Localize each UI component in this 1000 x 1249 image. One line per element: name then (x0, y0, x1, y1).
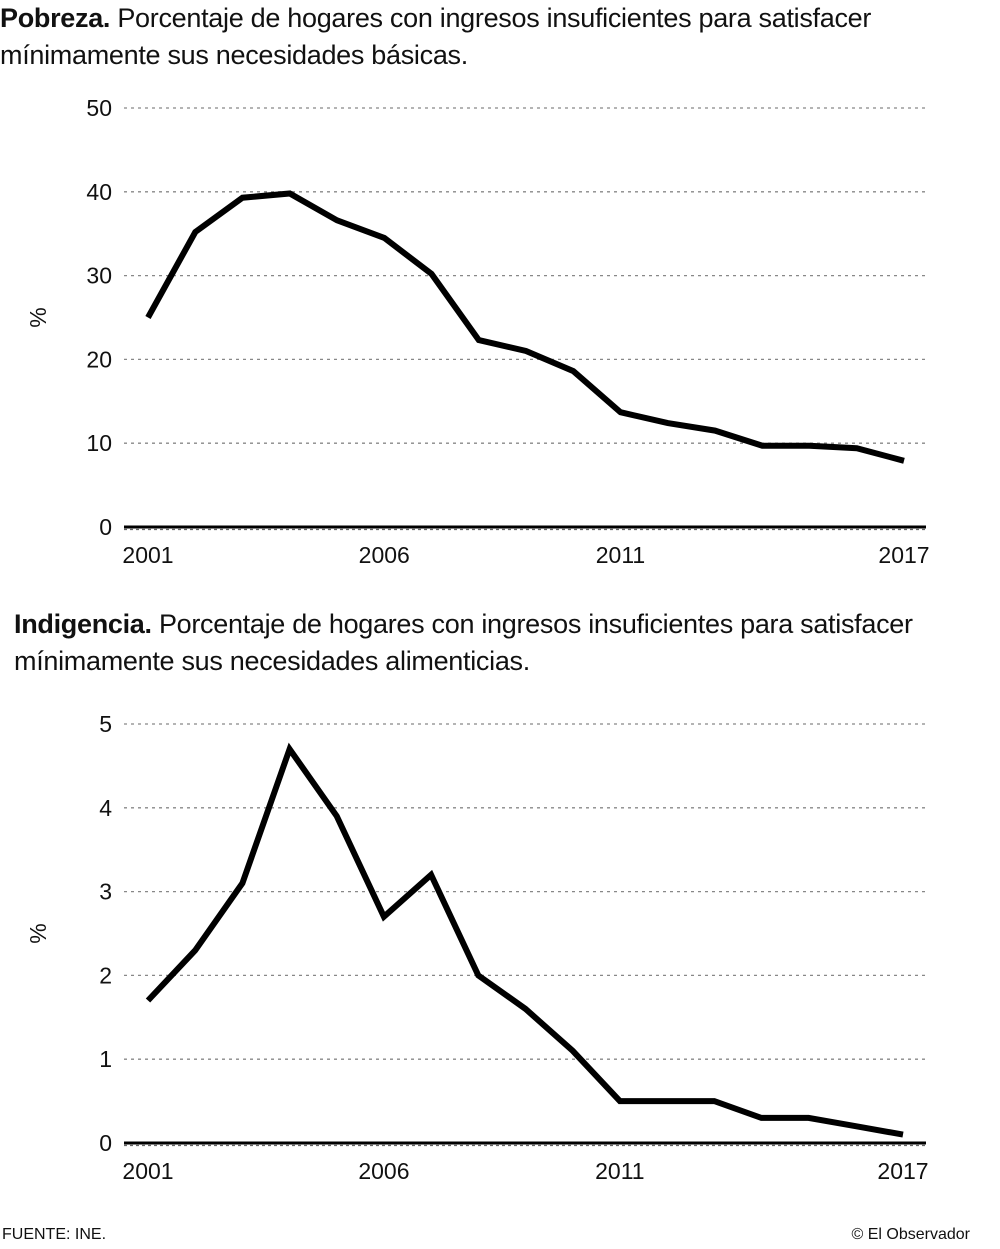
series-line (145, 742, 904, 1138)
x-tick-label: 2011 (595, 1158, 644, 1184)
x-tick-label: 2017 (877, 1158, 928, 1184)
y-tick-label: 40 (86, 179, 112, 205)
chart-svg: 0 10 20 30 40 50 2001 2006 2011 2017% (25, 95, 930, 568)
x-tick-label: 2017 (878, 542, 929, 568)
x-tick-label: 2001 (122, 1158, 173, 1184)
chart-heading: Indigencia. Porcentaje de hogares con in… (14, 606, 994, 680)
chart-title: Indigencia. (14, 609, 152, 639)
source-note: FUENTE: INE. (2, 1226, 107, 1243)
series-line (145, 190, 905, 464)
y-axis-label: % (25, 307, 51, 327)
y-tick-label: 0 (99, 514, 112, 540)
credit-note: © El Observador (851, 1226, 971, 1243)
chart-subtitle: Porcentaje de hogares con ingresos insuf… (14, 609, 913, 676)
chart-pobreza: Pobreza. Porcentaje de hogares con ingre… (0, 0, 1000, 600)
y-tick-label: 50 (86, 95, 112, 121)
x-tick-label: 2011 (596, 542, 645, 568)
y-tick-label: 2 (99, 962, 112, 988)
x-tick-label: 2001 (122, 542, 173, 568)
y-tick-label: 4 (99, 795, 112, 821)
x-tick-label: 2006 (359, 542, 410, 568)
y-tick-label: 30 (86, 263, 112, 289)
chart-title: Pobreza. (0, 3, 111, 33)
chart-indigencia: Indigencia. Porcentaje de hogares con in… (0, 606, 1000, 1206)
chart-heading: Pobreza. Porcentaje de hogares con ingre… (0, 0, 990, 74)
y-tick-label: 20 (86, 346, 112, 372)
y-tick-label: 0 (99, 1130, 112, 1156)
x-tick-label: 2006 (358, 1158, 409, 1184)
y-tick-label: 10 (86, 430, 112, 456)
chart-subtitle: Porcentaje de hogares con ingresos insuf… (0, 3, 872, 70)
y-axis-label: % (25, 923, 51, 943)
chart-svg: 0 1 2 3 4 5 2001 2006 2011 2017% (25, 711, 929, 1184)
y-tick-label: 1 (99, 1046, 112, 1072)
y-tick-label: 3 (99, 879, 112, 905)
y-tick-label: 5 (99, 711, 112, 737)
